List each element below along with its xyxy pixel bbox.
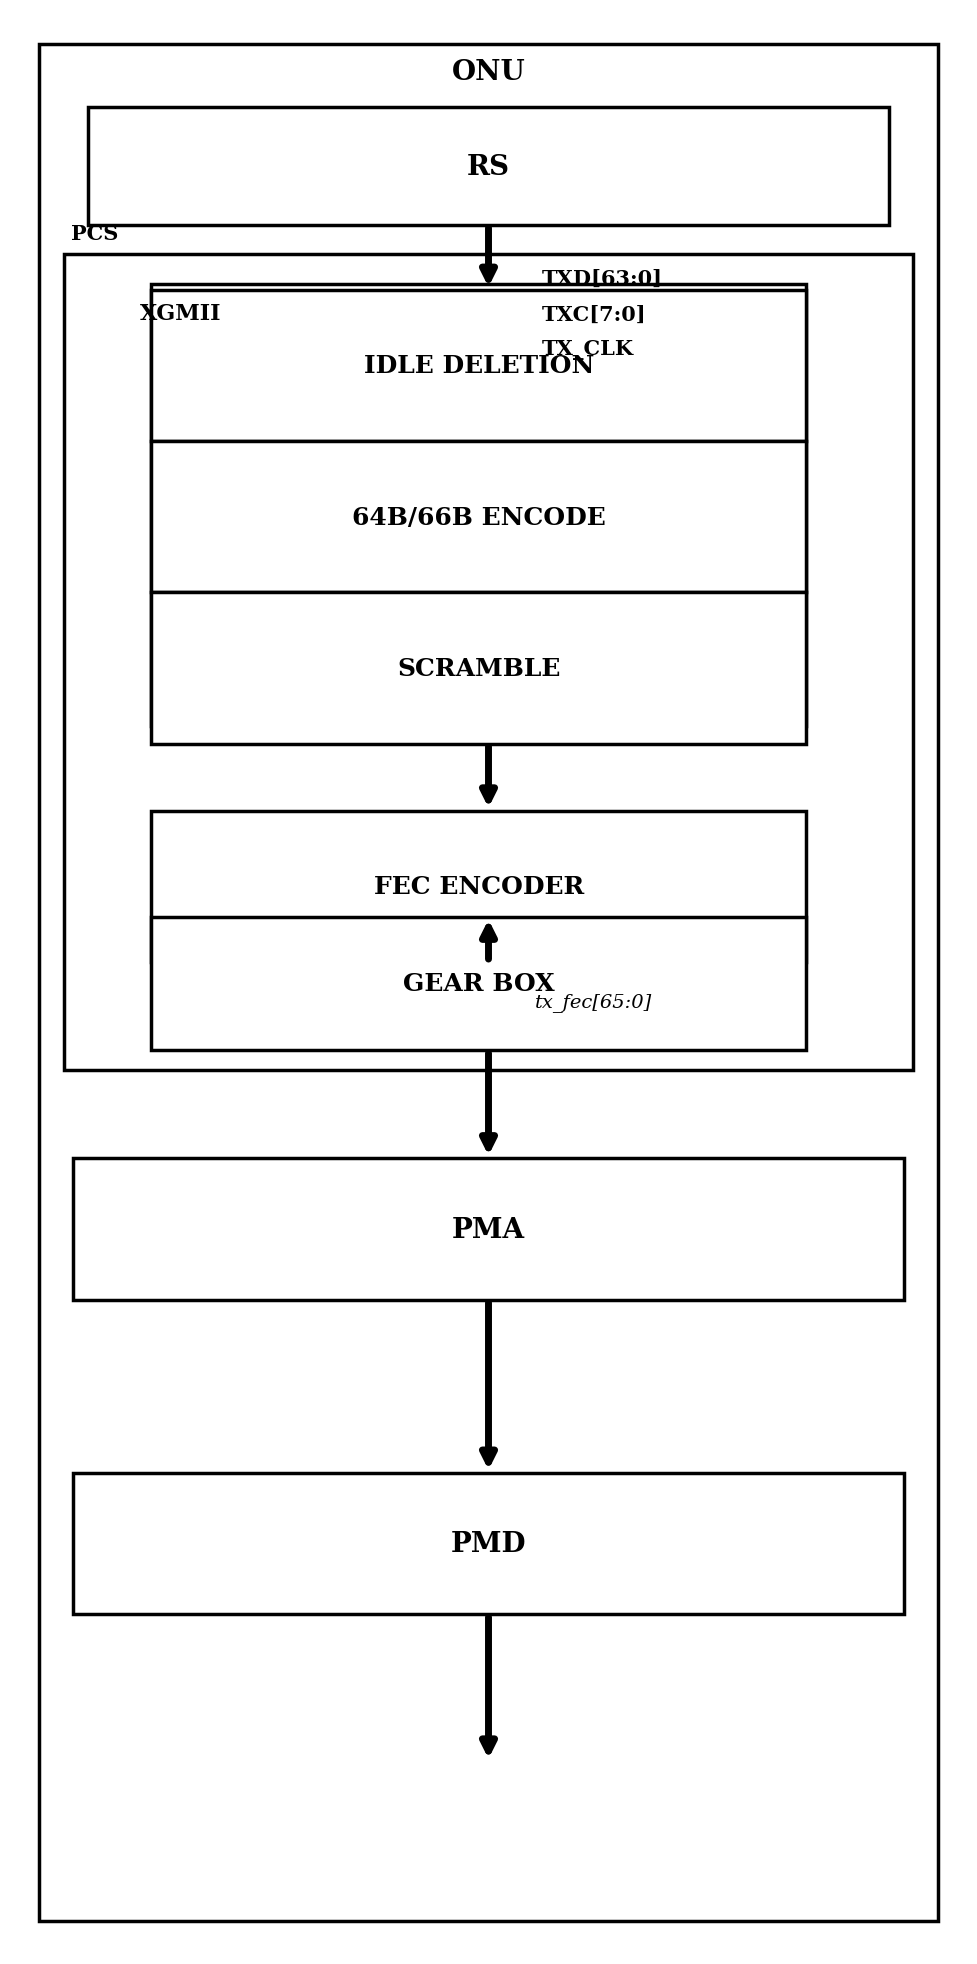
Text: PCS: PCS [71,224,118,244]
Text: SCRAMBLE: SCRAMBLE [397,656,561,682]
Text: PMD: PMD [450,1530,527,1557]
Bar [88,108,889,226]
Bar [151,917,806,1051]
Bar [64,255,913,1070]
Bar [151,593,806,744]
Text: tx_fec[65:0]: tx_fec[65:0] [535,992,653,1011]
Text: TX_CLK: TX_CLK [542,340,634,359]
Text: 64B/66B ENCODE: 64B/66B ENCODE [352,505,606,530]
Bar [151,291,806,442]
Text: IDLE DELETION: IDLE DELETION [363,354,594,379]
Text: TXD[63:0]: TXD[63:0] [542,269,663,289]
Text: TXC[7:0]: TXC[7:0] [542,304,647,324]
Text: PMA: PMA [452,1216,525,1243]
Bar [151,285,806,727]
Bar [151,811,806,962]
Text: FEC ENCODER: FEC ENCODER [373,874,584,900]
Bar [73,1473,904,1614]
Text: RS: RS [467,153,510,181]
Text: GEAR BOX: GEAR BOX [403,972,555,996]
Bar [73,1159,904,1300]
Text: ONU: ONU [451,59,526,86]
Text: XGMII: XGMII [140,302,222,326]
Bar [151,442,806,593]
